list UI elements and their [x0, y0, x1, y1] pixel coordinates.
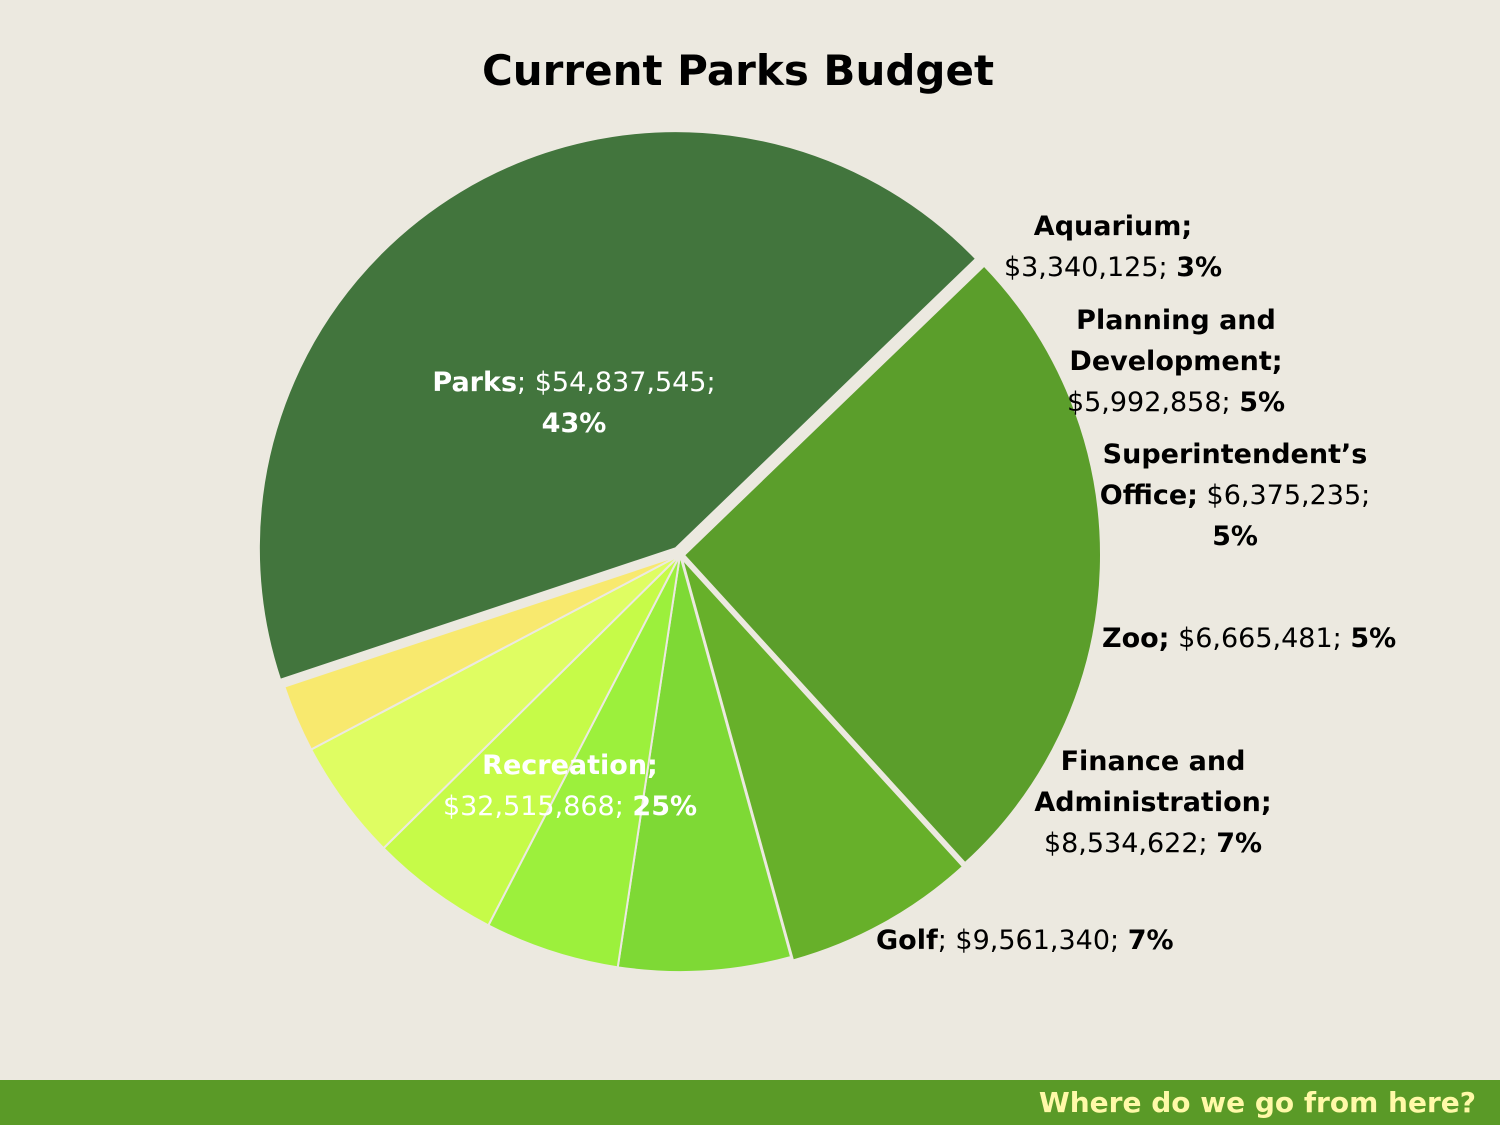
label-parks: Parks; $54,837,545; 43%: [432, 367, 716, 439]
pie-slice-golf: [680, 557, 965, 962]
label-aquarium: Aquarium; $3,340,125; 3%: [1003, 211, 1223, 283]
pie-chart: [257, 130, 1102, 973]
label-superintendent: Superintendent’s Office; $6,375,235; 5%: [1099, 439, 1371, 552]
pie-slice-zoo: [487, 554, 681, 969]
label-zoo: Zoo; $6,665,481; 5%: [1102, 623, 1397, 654]
pie-slice-recreation: [682, 264, 1102, 865]
label-planning: Planning and Development; $5,992,858; 5%: [1066, 305, 1286, 418]
pie-slice-finance-and-administration: [616, 554, 793, 973]
pie-slice-parks: [257, 130, 978, 682]
label-golf: Golf; $9,561,340; 7%: [876, 925, 1174, 956]
footer-bar: Where do we go from here?: [0, 1080, 1500, 1125]
label-finance: Finance and Administration; $8,534,622; …: [1034, 746, 1272, 859]
footer-text: Where do we go from here?: [1038, 1086, 1476, 1119]
label-recreation: Recreation; $32,515,868; 25%: [442, 750, 698, 822]
pie-slice-aquarium: [283, 554, 681, 751]
chart-title: Current Parks Budget: [481, 46, 995, 95]
